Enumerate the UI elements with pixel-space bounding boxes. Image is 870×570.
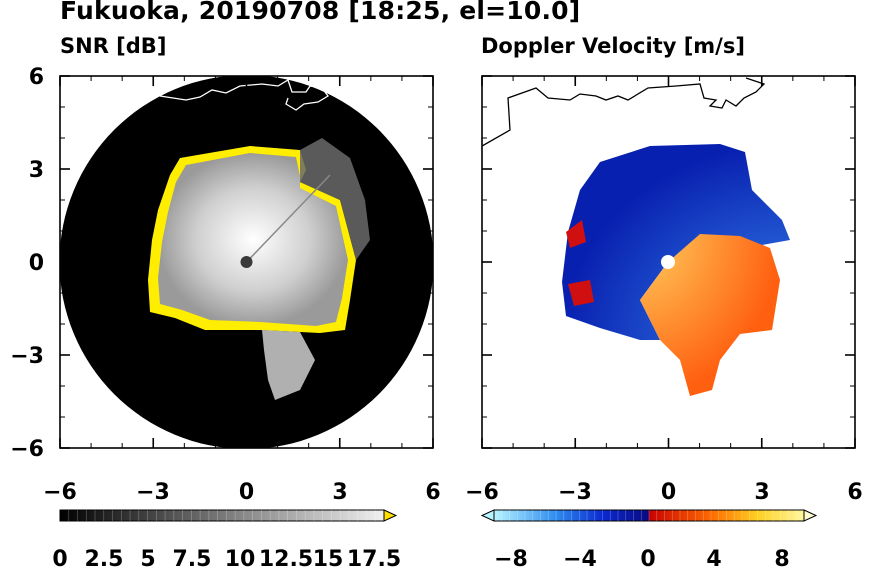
snr-y-tick-labels: 6 3 0 −3 −6 [10,65,44,462]
snr-x-tick-labels: −6 −3 0 3 6 [43,480,441,505]
snr-y-tick-label: −3 [10,344,44,369]
snr-y-tick-label: 6 [29,65,44,90]
doppler-panel-title: Doppler Velocity [m/s] [481,34,745,58]
snr-colorbar-gradient [59,509,385,522]
doppler-colorbar-max-extend [803,509,818,522]
snr-coastline [159,79,329,111]
doppler-receding-region [640,234,780,396]
doppler-x-tick-label: −6 [465,480,499,505]
snr-colorbar-tick-label: 15 [313,547,344,570]
snr-colorbar-tick-label: 7.5 [173,547,212,570]
doppler-colorbar: −8 −4 0 4 8 [480,509,818,570]
snr-x-tick-label: 6 [425,480,440,505]
snr-colorbar-tick-label: 5 [140,547,155,570]
snr-y-tick-label: 3 [29,158,44,183]
snr-colorbar-tick-label: 12.5 [259,547,313,570]
snr-colorbar: 0 2.5 5 7.5 10 12.5 15 17.5 [52,509,401,570]
snr-colorbar-extend [383,509,398,522]
snr-beam-line [245,174,331,263]
doppler-axis-ticks [481,75,856,449]
doppler-x-tick-label: 0 [661,480,676,505]
snr-colorbar-tick-label: 10 [225,547,256,570]
snr-panel: −6 −3 0 3 6 6 3 0 −3 −6 0 2.5 5 7.5 10 1… [10,65,440,570]
doppler-radar-site [661,255,675,269]
doppler-colorbar-tick-label: −4 [563,547,597,570]
doppler-colorbar-tick-label: 0 [640,547,655,570]
snr-x-tick-label: −3 [136,480,170,505]
doppler-coastline [482,77,766,147]
doppler-panel: −6 −3 0 3 6 −8 −4 0 4 8 [465,75,863,570]
snr-radar-site [240,256,253,268]
snr-echo-ne-texture [300,138,370,260]
snr-x-tick-label: 0 [239,480,254,505]
snr-x-tick-label: 3 [332,480,347,505]
doppler-colorbar-min-extend [480,509,495,522]
snr-y-tick-label: 0 [29,251,44,276]
snr-axis-ticks [59,75,434,449]
doppler-x-tick-label: 3 [754,480,769,505]
doppler-x-tick-label: −3 [558,480,592,505]
snr-y-tick-label: −6 [10,437,44,462]
doppler-colorbar-tick-label: −8 [494,547,528,570]
doppler-colorbar-tick-label: 8 [774,547,789,570]
figure-title: Fukuoka, 20190708 [18:25, el=10.0] [60,0,581,25]
doppler-x-tick-labels: −6 −3 0 3 6 [465,480,863,505]
doppler-colorbar-tick-label: 4 [706,547,721,570]
doppler-approaching-region [562,144,790,340]
snr-echo-south-lobe [262,330,315,400]
doppler-x-tick-label: 6 [847,480,862,505]
doppler-southwest-red-strip [568,280,594,306]
doppler-west-red-strip [566,220,586,248]
snr-panel-title: SNR [dB] [60,34,167,58]
snr-colorbar-tick-label: 2.5 [85,547,124,570]
snr-x-tick-label: −6 [43,480,77,505]
snr-echo-field [158,153,348,326]
snr-colorbar-tick-label: 0 [52,547,67,570]
snr-colorbar-tick-label: 17.5 [347,547,401,570]
